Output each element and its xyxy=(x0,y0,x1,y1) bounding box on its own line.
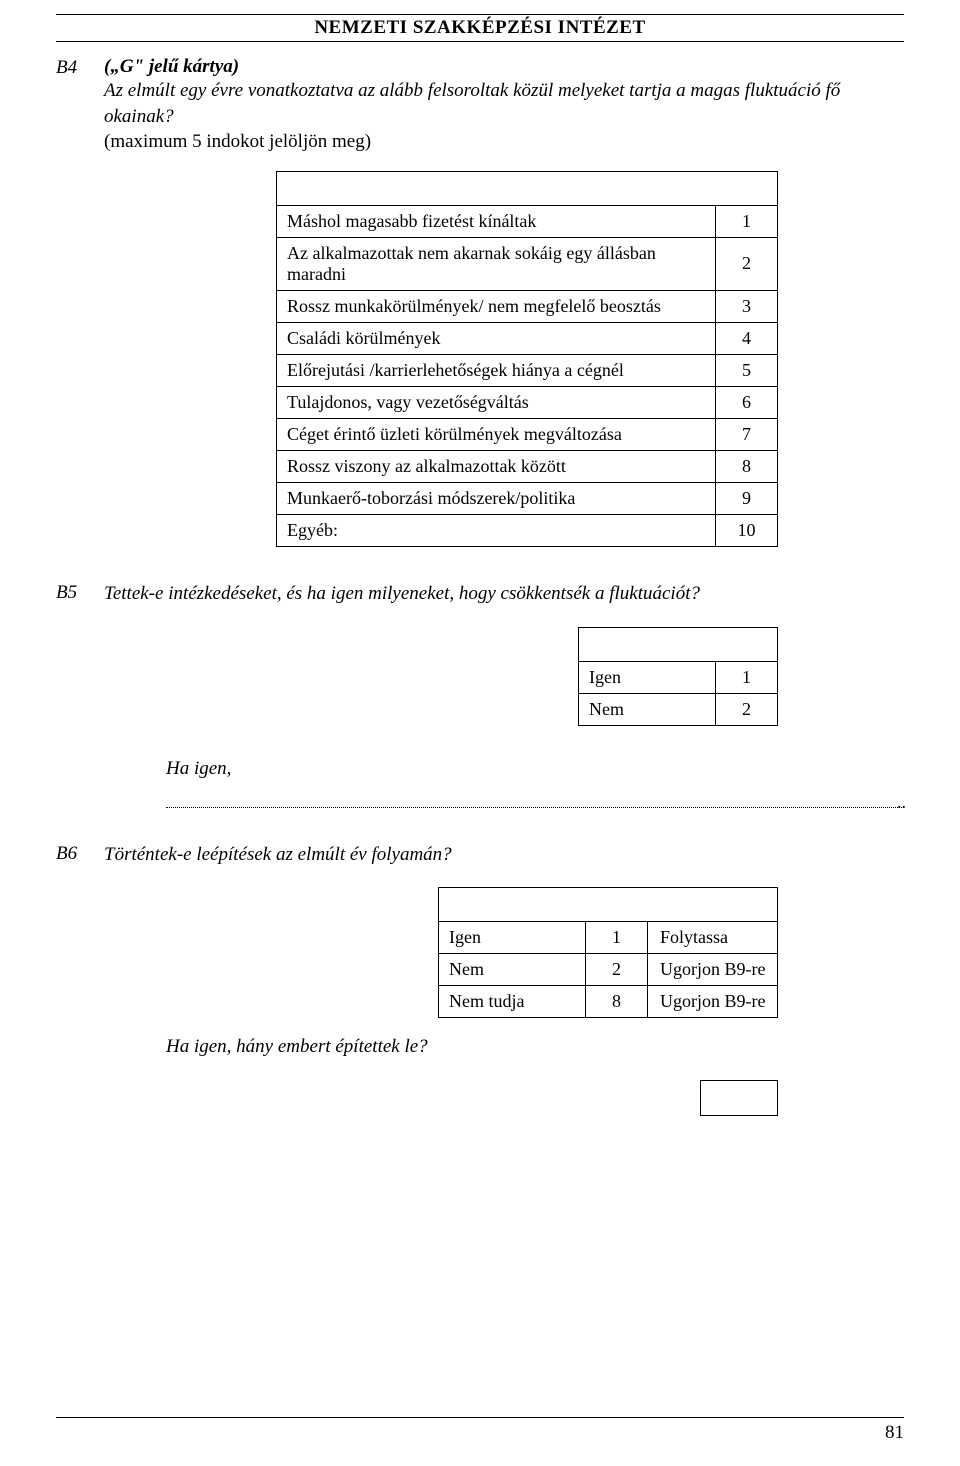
b5-ha-igen: Ha igen, xyxy=(166,758,904,780)
b4-opt-value[interactable]: 10 xyxy=(716,514,778,546)
question-b6: B6 Történtek-e leépítések az elmúlt év f… xyxy=(56,842,904,1117)
b4-opt-label: Tulajdonos, vagy vezetőségváltás xyxy=(277,386,716,418)
table-row: Rossz munkakörülmények/ nem megfelelő be… xyxy=(277,290,778,322)
b4-card-title: („G" jelű kártya) xyxy=(104,56,904,78)
b5-opt-label: Igen xyxy=(579,661,716,693)
b5-question: Tettek-e intézkedéseket, és ha igen mily… xyxy=(104,581,904,607)
b5-table-header-blank[interactable] xyxy=(579,627,778,661)
b6-followup: Ha igen, hány embert építettek le? xyxy=(166,1036,904,1058)
b5-opt-value[interactable]: 1 xyxy=(716,661,778,693)
b5-fill-line[interactable] xyxy=(166,788,904,808)
b4-opt-value[interactable]: 6 xyxy=(716,386,778,418)
b6-opt-value[interactable]: 1 xyxy=(586,922,648,954)
b4-opt-value[interactable]: 5 xyxy=(716,354,778,386)
page-number: 81 xyxy=(56,1422,904,1444)
b4-opt-label: Családi körülmények xyxy=(277,322,716,354)
b6-table-header-blank[interactable] xyxy=(439,888,778,922)
b6-opt-action: Ugorjon B9-re xyxy=(648,954,778,986)
b4-opt-value[interactable]: 3 xyxy=(716,290,778,322)
header-title-text: NEMZETI SZAKKÉPZÉSI INTÉZET xyxy=(314,17,645,38)
q-code-b6: B6 xyxy=(56,842,104,865)
table-row: Tulajdonos, vagy vezetőségváltás6 xyxy=(277,386,778,418)
table-row: Családi körülmények4 xyxy=(277,322,778,354)
table-row: Az alkalmazottak nem akarnak sokáig egy … xyxy=(277,237,778,290)
table-row: Előrejutási /karrierlehetőségek hiánya a… xyxy=(277,354,778,386)
b4-opt-label: Munkaerő-toborzási módszerek/politika xyxy=(277,482,716,514)
question-b5: B5 Tettek-e intézkedéseket, és ha igen m… xyxy=(56,581,904,808)
table-row: Céget érintő üzleti körülmények megválto… xyxy=(277,418,778,450)
b5-opt-value[interactable]: 2 xyxy=(716,693,778,725)
b4-opt-value[interactable]: 9 xyxy=(716,482,778,514)
b6-opt-value[interactable]: 8 xyxy=(586,986,648,1018)
b4-opt-label: Az alkalmazottak nem akarnak sokáig egy … xyxy=(277,237,716,290)
table-row: Munkaerő-toborzási módszerek/politika9 xyxy=(277,482,778,514)
b6-options-table: Igen1Folytassa Nem2Ugorjon B9-re Nem tud… xyxy=(438,887,778,1018)
b4-options-table: Máshol magasabb fizetést kínáltak1 Az al… xyxy=(276,171,778,547)
page-footer: 81 xyxy=(56,1417,904,1444)
page-header-title: NEMZETI SZAKKÉPZÉSI INTÉZET xyxy=(56,17,904,39)
b4-opt-label: Előrejutási /karrierlehetőségek hiánya a… xyxy=(277,354,716,386)
b4-opt-label: Egyéb: xyxy=(277,514,716,546)
table-row: Nem2 xyxy=(579,693,778,725)
question-b4: B4 („G" jelű kártya) Az elmúlt egy évre … xyxy=(56,56,904,547)
b6-opt-action: Ugorjon B9-re xyxy=(648,986,778,1018)
table-row: Nem2Ugorjon B9-re xyxy=(439,954,778,986)
table-row: Igen1 xyxy=(579,661,778,693)
footer-divider xyxy=(56,1417,904,1418)
b6-question: Történtek-e leépítések az elmúlt év foly… xyxy=(104,842,904,868)
table-row: Rossz viszony az alkalmazottak között8 xyxy=(277,450,778,482)
q-code-b5: B5 xyxy=(56,581,104,604)
q-code-b4: B4 xyxy=(56,56,104,79)
b4-table-header-blank[interactable] xyxy=(277,171,778,205)
b4-opt-label: Máshol magasabb fizetést kínáltak xyxy=(277,205,716,237)
table-row: Egyéb:10 xyxy=(277,514,778,546)
b6-opt-value[interactable]: 2 xyxy=(586,954,648,986)
b4-opt-label: Rossz munkakörülmények/ nem megfelelő be… xyxy=(277,290,716,322)
b6-opt-action: Folytassa xyxy=(648,922,778,954)
header-divider-top xyxy=(56,14,904,15)
b4-opt-label: Rossz viszony az alkalmazottak között xyxy=(277,450,716,482)
b6-opt-label: Nem tudja xyxy=(439,986,586,1018)
b4-opt-value[interactable]: 1 xyxy=(716,205,778,237)
b5-opt-label: Nem xyxy=(579,693,716,725)
b4-opt-value[interactable]: 8 xyxy=(716,450,778,482)
b6-answer-box[interactable] xyxy=(700,1080,778,1116)
b4-instruction: (maximum 5 indokot jelöljön meg) xyxy=(104,129,904,155)
b4-question: Az elmúlt egy évre vonatkoztatva az aláb… xyxy=(104,78,904,129)
table-row: Igen1Folytassa xyxy=(439,922,778,954)
b4-opt-value[interactable]: 4 xyxy=(716,322,778,354)
b6-opt-label: Igen xyxy=(439,922,586,954)
b4-opt-label: Céget érintő üzleti körülmények megválto… xyxy=(277,418,716,450)
b5-options-table: Igen1 Nem2 xyxy=(578,627,778,726)
table-row: Máshol magasabb fizetést kínáltak1 xyxy=(277,205,778,237)
b6-opt-label: Nem xyxy=(439,954,586,986)
b4-opt-value[interactable]: 7 xyxy=(716,418,778,450)
b4-opt-value[interactable]: 2 xyxy=(716,237,778,290)
table-row: Nem tudja8Ugorjon B9-re xyxy=(439,986,778,1018)
header-divider-bottom xyxy=(56,41,904,42)
